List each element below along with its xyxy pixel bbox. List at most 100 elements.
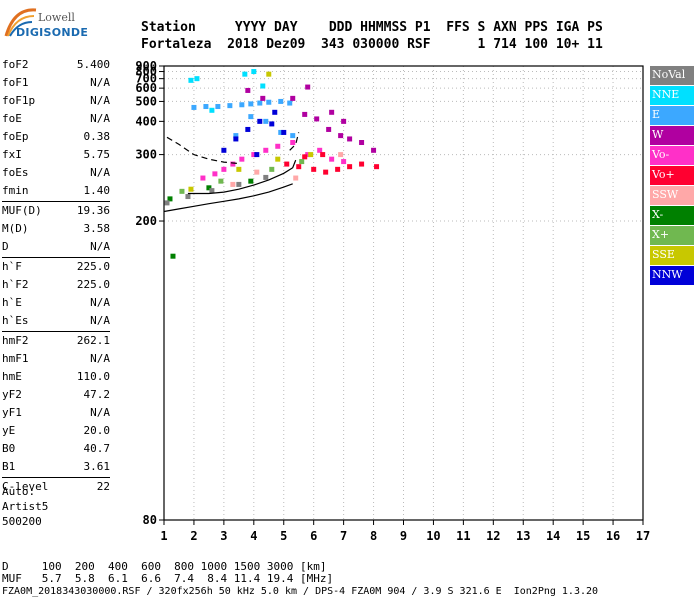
param-row: M(D) 3.58 — [2, 220, 110, 238]
data-point — [269, 166, 275, 172]
param-value: 47.2 — [83, 388, 111, 401]
param-value: 110.0 — [76, 370, 110, 383]
data-point — [317, 147, 323, 153]
data-point — [263, 118, 269, 124]
param-label: h`F — [2, 260, 22, 273]
data-point — [239, 156, 245, 162]
param-value: 1.40 — [83, 184, 111, 197]
data-point — [296, 164, 302, 170]
data-point — [293, 175, 299, 181]
auto-version: 500200 — [2, 515, 42, 528]
data-point — [326, 126, 332, 132]
param-row: foF2 5.400 — [2, 56, 110, 74]
param-value: N/A — [90, 166, 110, 179]
param-row: h`E N/A — [2, 294, 110, 312]
data-point — [329, 156, 335, 162]
param-label: M(D) — [2, 222, 29, 235]
param-value: N/A — [90, 314, 110, 327]
param-label: foF2 — [2, 58, 29, 71]
data-point — [290, 140, 296, 146]
data-point — [260, 83, 266, 89]
param-row: h`F2 225.0 — [2, 276, 110, 294]
param-value: 20.0 — [83, 424, 111, 437]
param-label: foEp — [2, 130, 29, 143]
data-point — [188, 77, 194, 83]
param-label: B1 — [2, 460, 16, 473]
param-label: MUF(D) — [2, 204, 42, 217]
data-point — [218, 178, 224, 184]
data-point — [275, 156, 281, 162]
data-point — [227, 103, 233, 109]
data-point — [338, 133, 344, 139]
x-tick-label: 4 — [250, 529, 257, 543]
param-separator — [2, 257, 110, 258]
data-point — [248, 178, 254, 184]
data-point — [221, 166, 227, 172]
data-point — [179, 188, 185, 194]
legend-item: X- — [650, 206, 694, 225]
data-point — [185, 194, 191, 200]
data-point — [302, 154, 308, 160]
data-point — [170, 253, 176, 259]
param-row: hmF2 262.1 — [2, 332, 110, 350]
param-label: B0 — [2, 442, 16, 455]
data-point — [335, 166, 341, 172]
legend-item: SSW — [650, 186, 694, 205]
data-point — [269, 121, 275, 127]
x-tick-label: 14 — [546, 529, 560, 543]
data-point — [341, 118, 347, 124]
param-value: N/A — [90, 406, 110, 419]
param-value: 225.0 — [76, 278, 110, 291]
y-tick-label: 200 — [135, 214, 157, 228]
data-point — [245, 87, 251, 93]
data-point — [281, 129, 287, 135]
x-tick-label: 15 — [576, 529, 590, 543]
data-point — [275, 143, 281, 149]
data-point — [233, 136, 239, 142]
param-label: foF1p — [2, 94, 36, 107]
param-row: foEs N/A — [2, 164, 110, 182]
x-tick-label: 2 — [190, 529, 197, 543]
param-label: h`Es — [2, 314, 29, 327]
digisonde-logo: Lowell DIGISONDE — [4, 6, 88, 50]
legend-item: W — [650, 126, 694, 145]
data-point — [308, 152, 314, 158]
header-columns: Station YYYY DAY DDD HHMMSS P1 FFS S AXN… — [141, 20, 603, 35]
data-point — [359, 161, 365, 167]
param-row: yF1 N/A — [2, 404, 110, 422]
param-label: hmF2 — [2, 334, 29, 347]
param-label: C-level — [2, 480, 49, 493]
data-point — [311, 166, 317, 172]
param-value: 225.0 — [76, 260, 110, 273]
param-row: D N/A — [2, 238, 110, 256]
param-row: MUF(D) 19.36 — [2, 202, 110, 220]
data-point — [188, 186, 194, 192]
param-label: hmE — [2, 370, 22, 383]
legend-item: E — [650, 106, 694, 125]
trace-line — [166, 136, 239, 165]
y-tick-label: 500 — [135, 94, 157, 108]
data-point — [284, 161, 290, 167]
distance-row: D 100 200 400 600 800 1000 1500 3000 [km… — [2, 560, 327, 573]
param-value: 40.7 — [83, 442, 111, 455]
data-point — [257, 118, 263, 124]
data-point — [299, 159, 305, 165]
param-value: 0.38 — [83, 130, 111, 143]
data-point — [215, 104, 221, 110]
data-point — [341, 159, 347, 165]
data-point — [347, 164, 353, 170]
param-value: 22 — [96, 480, 110, 493]
x-tick-label: 11 — [456, 529, 470, 543]
x-tick-label: 5 — [280, 529, 287, 543]
data-point — [290, 133, 296, 139]
data-point — [266, 71, 272, 77]
param-label: hmF1 — [2, 352, 29, 365]
param-label: D — [2, 240, 9, 253]
data-point — [266, 99, 272, 105]
data-point — [209, 188, 215, 194]
param-separator — [2, 477, 110, 478]
data-point — [194, 76, 200, 82]
param-row: foEp 0.38 — [2, 128, 110, 146]
param-row: hmE 110.0 — [2, 368, 110, 386]
